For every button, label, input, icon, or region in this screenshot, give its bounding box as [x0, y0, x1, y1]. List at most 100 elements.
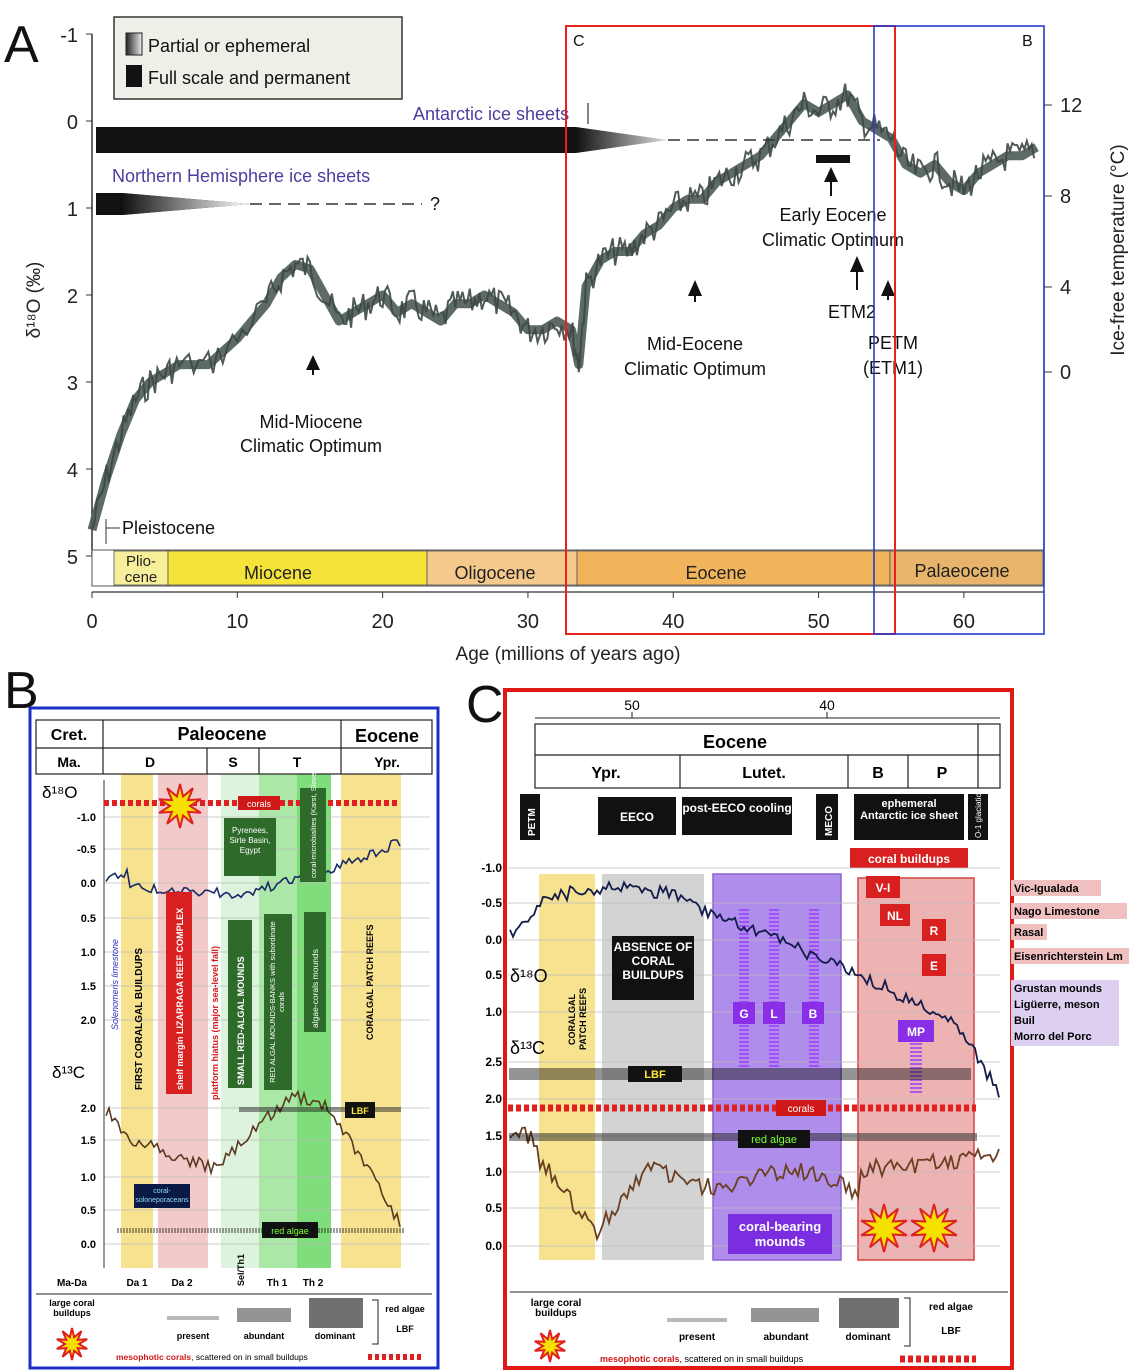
c-loc-eisen: Eisenrichterstein Lm: [1014, 951, 1123, 963]
c-tick-50-label: 50: [624, 697, 640, 713]
c-ephemeral: ephemeral Antarctic ice sheet: [860, 798, 958, 822]
c-ephemeral-box: [854, 794, 964, 840]
c-d18o-curve: [509, 880, 1000, 1098]
epoch-pliocene-label-2: cene: [125, 569, 158, 586]
ann-miocene-1: Mid-Miocene: [259, 412, 362, 432]
a-y-tick-label: 0: [67, 112, 78, 134]
c-d13c-tick: 0.5: [485, 1201, 502, 1215]
a-x-tick-label: 10: [226, 611, 248, 633]
a-x-tick-label: 30: [517, 611, 539, 633]
b-lizarraga: shelf margin LIZARRAGA REEF COMPLEX: [175, 908, 185, 1090]
c-glaciation-box: [968, 794, 988, 840]
d18o-scatter: [91, 83, 1036, 530]
c-legend-present: present: [679, 1332, 716, 1343]
c-d13c-tick: 2.5: [485, 1055, 502, 1069]
b-algae-coral-box: [304, 912, 326, 1032]
b-d13c-label: δ¹³C: [52, 1063, 85, 1082]
a-y-tick-label: 3: [67, 373, 78, 395]
b-legend-lbf: LBF: [396, 1324, 414, 1334]
pleistocene-label: Pleistocene: [122, 518, 215, 538]
b-bottom-label: Th 1: [267, 1278, 288, 1289]
b-d13c-tick: 1.5: [81, 1135, 96, 1147]
a-r-tick-label: 8: [1060, 186, 1071, 208]
b-red-algae-box: [262, 1222, 318, 1238]
legend-partial-label: Partial or ephemeral: [148, 36, 310, 56]
c-loc-vic: Vic-Igualada: [1014, 883, 1079, 895]
c-d13c-tick: 1.0: [485, 1165, 502, 1179]
ice-legend: [113, 16, 403, 100]
nh-question: ?: [430, 194, 440, 214]
c-d18o-tick: 1.0: [485, 1005, 502, 1019]
c-legend-abundant: abundant: [764, 1332, 810, 1343]
c-d18o-tick: -0.5: [481, 896, 502, 910]
box-b: [873, 25, 1045, 635]
c-code-box: [898, 1020, 934, 1042]
panel-b-header-grid: [35, 719, 433, 775]
c-code-label: E: [930, 959, 938, 973]
a-y-tick-label: 5: [67, 547, 78, 569]
c-loc-rasal: Rasal: [1014, 927, 1043, 939]
box-c-label: C: [573, 33, 585, 50]
c-loc-nago-bg: [1011, 903, 1127, 919]
a-y-tick-label: 4: [67, 460, 78, 482]
c-hatch-bands: [509, 1068, 977, 1141]
a-r-tick-label: 0: [1060, 362, 1071, 384]
antarctic-bar-full: [96, 127, 576, 153]
c-h-b: B: [872, 765, 884, 782]
arrow-eeco-head: [824, 167, 838, 182]
b-d13c-tick: 0.5: [81, 1205, 96, 1217]
a-x-ticks: 0 10 20 30 40 50 60: [86, 592, 975, 633]
legend-full-swatch: [126, 65, 142, 87]
b-small-red: SMALL RED-ALGAL MOUNDS: [236, 956, 246, 1085]
ann-meco-1: Mid-Eocene: [647, 334, 743, 354]
b-legend-meso: mesophotic corals, scattered on in small…: [116, 1352, 308, 1362]
c-coral-buildups: coral buildups: [868, 852, 950, 866]
c-code-label: G: [739, 1007, 748, 1021]
b-legend-star: [56, 1327, 88, 1361]
c-code-label: L: [770, 1007, 777, 1021]
b-lizarraga-box: [166, 892, 192, 1094]
b-h-t: T: [293, 754, 302, 770]
legend-partial-swatch: [125, 32, 143, 56]
c-coral-buildups-box: [850, 848, 968, 868]
b-d18o-tick: -0.5: [77, 844, 96, 856]
b-red-algae: red algae: [271, 1226, 309, 1236]
c-legend-bracket: [904, 1297, 911, 1347]
epoch-palaeocene-label: Palaeocene: [914, 561, 1009, 581]
c-post-eeco: post-EECO cooling: [682, 801, 792, 815]
b-solenomeris: Solenomeris limestone: [110, 939, 120, 1030]
c-glaciation: O-1 glaciation: [974, 789, 983, 838]
c-absence-box: [612, 936, 694, 1000]
c-code-label: NL: [887, 909, 903, 923]
b-d13c-tick: 1.0: [81, 1172, 96, 1184]
a-y-tick-label: 2: [67, 286, 78, 308]
b-small-red-box: [228, 920, 252, 1088]
b-legend-abundant: abundant: [244, 1331, 285, 1341]
c-d13c-label: δ¹³C: [510, 1038, 545, 1058]
epoch-oligocene-label: Oligocene: [454, 563, 535, 583]
b-pyrenees-text: Pyrenees, Sirte Basin, Egypt: [229, 826, 271, 855]
c-meco-box: [816, 794, 838, 840]
b-d18o-tick: 1.0: [81, 947, 96, 959]
b-algae-coral: algae-corals mounds: [310, 949, 320, 1028]
eeco-bar: [816, 155, 850, 163]
c-code-label: B: [809, 1007, 818, 1021]
a-x-label: Age (millions of years ago): [456, 644, 681, 665]
a-x-tick-label: 50: [807, 611, 829, 633]
c-band-coralgal: [539, 874, 595, 1260]
b-h-paleocene: Paleocene: [177, 724, 266, 744]
c-loc-grustan: Grustan mounds: [1014, 983, 1102, 995]
b-d18o-tick: -1.0: [77, 812, 96, 824]
c-eeco: EECO: [620, 810, 654, 824]
ann-etm2: ETM2: [828, 302, 876, 322]
a-x-tick-label: 20: [372, 611, 394, 633]
c-loc-morro: Morro del Porc: [1014, 1031, 1092, 1043]
c-coral-bearing-fo: coral-bearing mounds: [739, 1219, 821, 1249]
c-d13c-curve: [509, 1126, 1000, 1242]
b-large-coral-star: [158, 783, 202, 829]
b-red-algal-fo: RED ALGAL MOUNDS-BANKS with subordinate …: [268, 921, 286, 1082]
a-right-ticks: 12 8 4 0: [1044, 95, 1082, 384]
c-code-box: [880, 904, 910, 926]
